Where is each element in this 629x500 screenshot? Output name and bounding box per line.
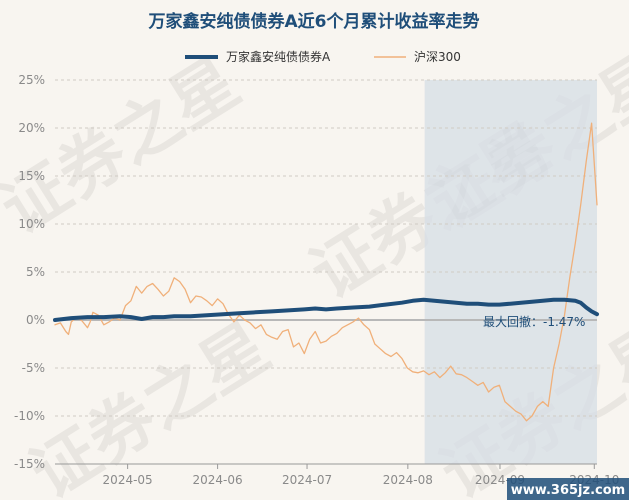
x-tick-label: 2024-05 (103, 473, 153, 487)
series-line-index (54, 122, 598, 422)
x-tick-label: 2024-06 (193, 473, 243, 487)
site-badge-text: www.365jz.com (511, 483, 625, 498)
max-drawdown-annotation: 最大回撤：-1.47% (483, 314, 585, 329)
legend-label-index: 沪深300 (414, 50, 461, 64)
chart-title: 万家鑫安纯债债券A近6个月累计收益率走势 (148, 11, 480, 32)
legend-label-fund: 万家鑫安纯债债券A (226, 49, 331, 64)
series-line-fund (53, 297, 599, 322)
y-tick-label: -5% (22, 361, 45, 375)
x-tick-label: 2024-07 (282, 473, 332, 487)
site-badge-bg (507, 478, 629, 500)
y-tick-label: 10% (18, 217, 45, 231)
x-tick-label: 2024-08 (383, 473, 433, 487)
y-tick-label: 20% (18, 121, 45, 135)
y-tick-label: 5% (26, 265, 45, 279)
site-badge: www.365jz.com (507, 478, 629, 500)
y-tick-label: -10% (14, 409, 45, 423)
y-axis: -15% -10% -5% 0% 5% 10% 15% 20% 25% (14, 73, 45, 471)
y-tick-label: 15% (18, 169, 45, 183)
watermark-text-3: 证券之星 (18, 308, 283, 500)
y-tick-label: -15% (14, 457, 45, 471)
y-tick-label: 25% (18, 73, 45, 87)
y-tick-label: 0% (26, 313, 45, 327)
series-layer (53, 122, 599, 422)
legend: 万家鑫安纯债债券A 沪深300 (185, 49, 461, 64)
